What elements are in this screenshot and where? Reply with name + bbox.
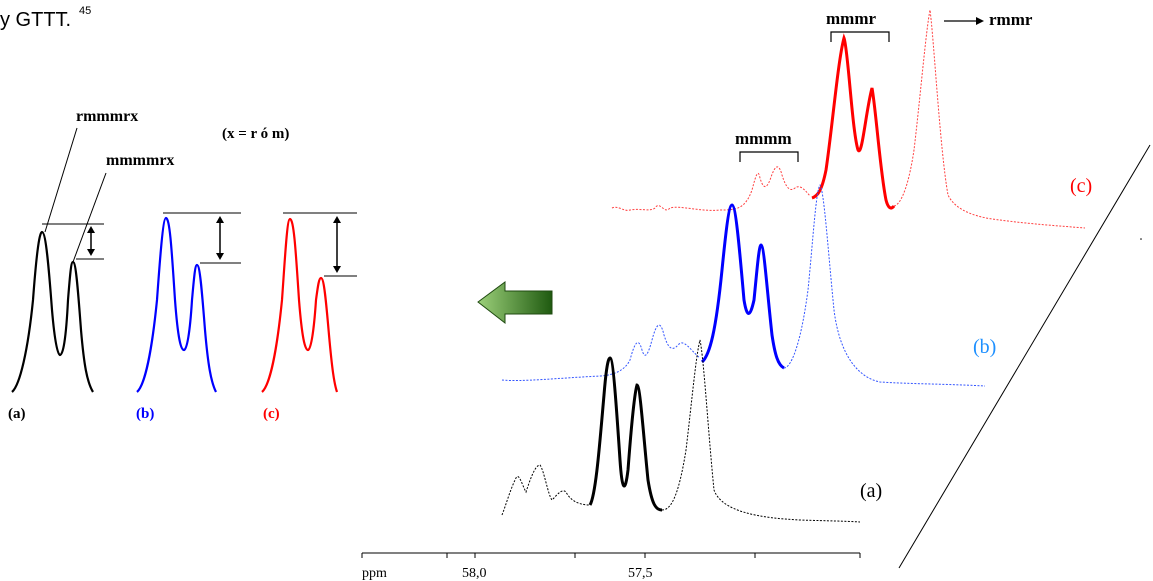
- peak-b: [137, 218, 216, 392]
- trace-c-dotted-tail: [894, 10, 1085, 228]
- perspective-line: [899, 145, 1150, 568]
- label-left-b: (b): [136, 406, 154, 422]
- leader-rmmmrx: [45, 128, 77, 232]
- axis-unit-ppm: ppm: [362, 566, 387, 581]
- caption-fragment: y GTTT.: [0, 9, 71, 31]
- trace-c-solid: [812, 38, 894, 208]
- trace-c-dotted: [612, 167, 810, 211]
- ppm-axis: [362, 553, 860, 558]
- label-left-c: (c): [263, 406, 280, 422]
- label-left-a: (a): [8, 406, 26, 422]
- leader-mmmmrx: [73, 173, 106, 262]
- label-mmmmrx: mmmmrx: [106, 152, 174, 169]
- label-right-c: (c): [1070, 175, 1092, 197]
- left-arrow-icon: [478, 282, 552, 323]
- trace-b-solid: [702, 205, 784, 368]
- note-x-equals: (x = r ó m): [222, 126, 289, 142]
- peak-c: [262, 219, 337, 392]
- caption-superscript: 45: [79, 5, 91, 17]
- tick-58-0: 58,0: [462, 566, 487, 581]
- label-mmmm: mmmm: [735, 129, 792, 148]
- trace-a-dotted: [502, 465, 590, 515]
- label-right-a: (a): [860, 480, 882, 502]
- right-arrow-icon: [944, 17, 984, 25]
- bracket-mmmr: [831, 32, 889, 42]
- label-mmmr: mmmr: [826, 9, 876, 28]
- peak-a: [12, 232, 93, 392]
- trace-a-dotted-tail: [662, 340, 860, 522]
- trace-a-solid: [590, 358, 662, 510]
- tick-57-5: 57,5: [628, 566, 653, 581]
- label-rmmr: rmmr: [989, 10, 1033, 29]
- bracket-mmmm: [740, 152, 798, 162]
- trace-b-dotted: [502, 325, 700, 380]
- trace-b-dotted-tail: [784, 185, 985, 386]
- label-rmmmrx: rmmmrx: [76, 108, 138, 125]
- label-right-b: (b): [973, 336, 996, 358]
